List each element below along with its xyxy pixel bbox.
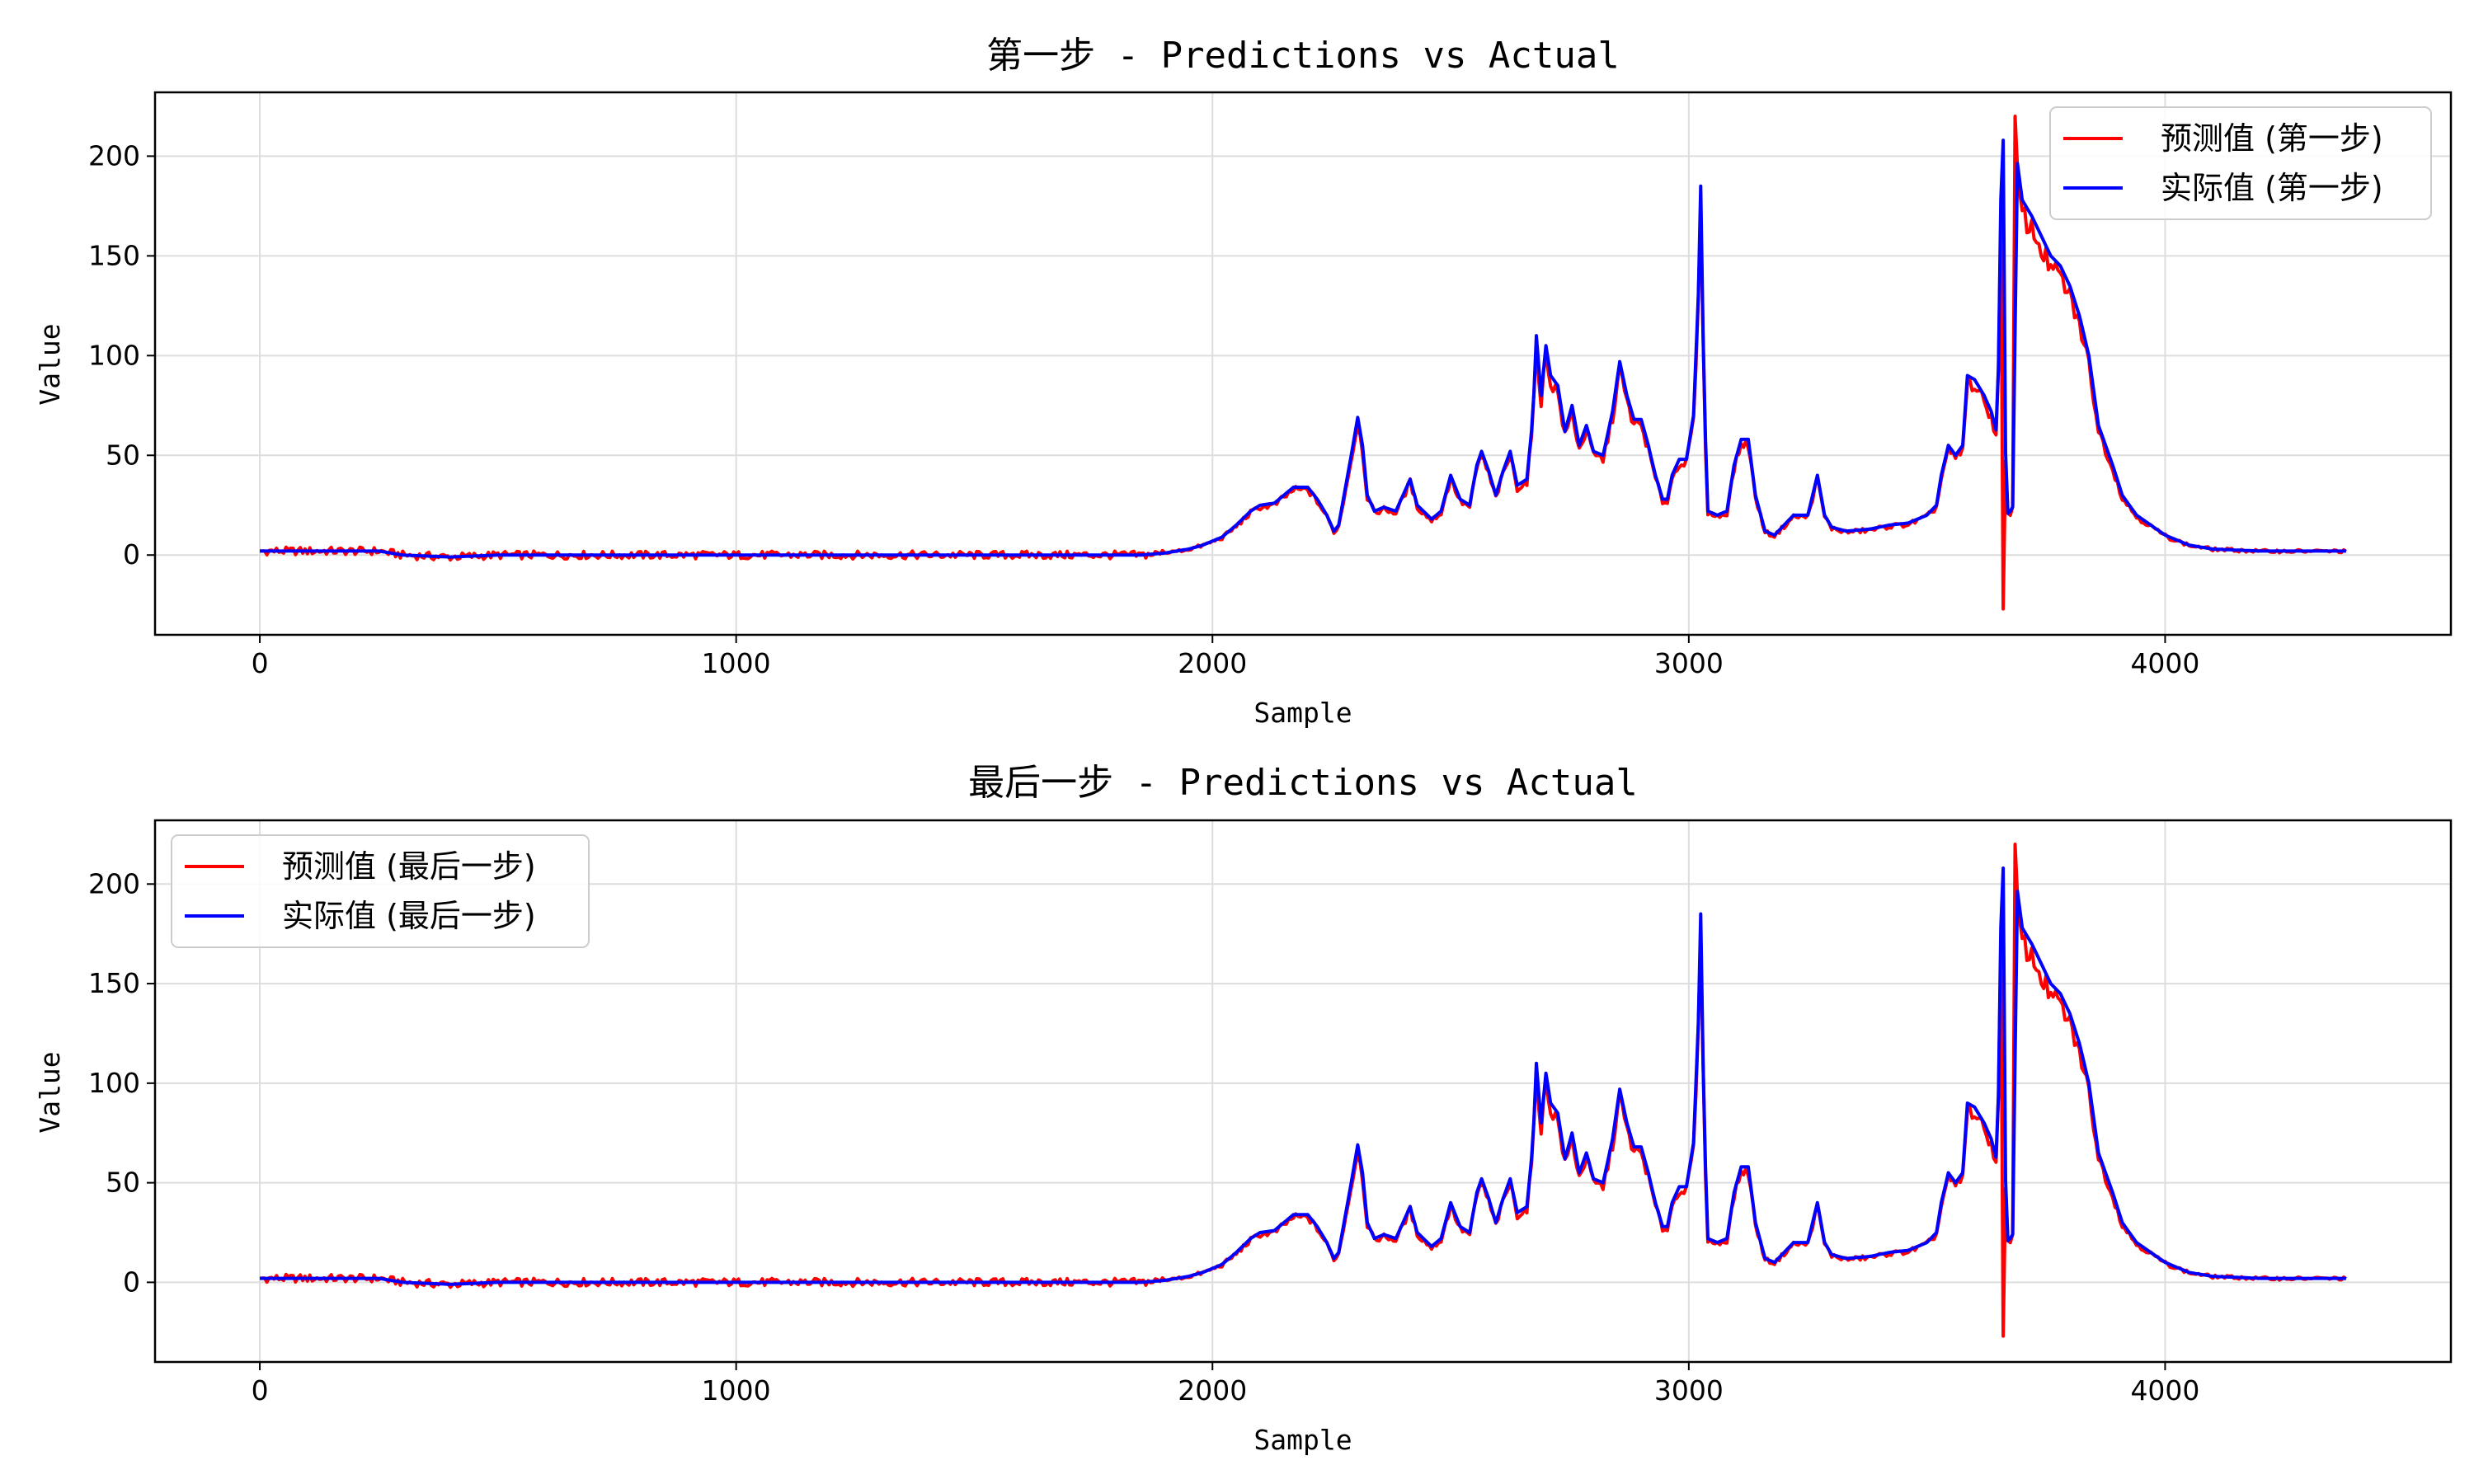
legend-label-pred: 预测值 (最后一步) [282,848,536,885]
y-tick-label: 150 [88,239,140,271]
legend-label-actual: 实际值 (最后一步) [282,898,536,934]
y-tick-label: 100 [88,1067,140,1099]
y-tick-label: 0 [123,1266,140,1298]
actual-line [260,866,2346,1286]
x-tick-label: 1000 [702,647,771,679]
x-axis-ticks: 0 1000 2000 3000 4000 [252,635,2199,679]
actual-series [260,139,2346,559]
y-tick-label: 100 [88,339,140,371]
legend-label-pred: 预测值 (第一步) [2161,120,2383,157]
y-tick-label: 200 [88,867,140,899]
y-tick-label: 150 [88,967,140,999]
x-tick-label: 3000 [1654,1374,1724,1407]
x-tick-label: 2000 [1178,1374,1247,1407]
legend: 预测值 (最后一步) 实际值 (最后一步) [171,834,590,948]
legend-box [171,834,590,948]
y-axis-ticks: 0 50 100 150 200 [88,867,155,1298]
plot-frame [153,819,2453,1364]
actual-series [260,866,2346,1286]
x-tick-label: 2000 [1178,647,1247,679]
y-axis-ticks: 0 50 100 150 200 [88,139,155,571]
chart-title: 最后一步 - Predictions vs Actual [968,762,1638,804]
y-tick-label: 0 [123,538,140,571]
x-axis-label: Sample [1253,1424,1352,1456]
x-tick-label: 4000 [2130,647,2199,679]
x-tick-label: 1000 [702,1374,771,1407]
grid-lines [155,820,2451,1362]
y-axis-label: Value [34,323,66,405]
y-tick-label: 50 [106,1167,140,1199]
x-tick-label: 3000 [1654,647,1724,679]
x-axis-label: Sample [1253,697,1352,729]
x-tick-label: 4000 [2130,1374,2199,1407]
legend-box [2049,106,2432,220]
x-tick-label: 0 [252,647,269,679]
y-tick-label: 200 [88,139,140,171]
x-axis-ticks: 0 1000 2000 3000 4000 [252,1362,2199,1407]
prediction-line [259,115,2347,611]
legend: 预测值 (第一步) 实际值 (第一步) [2049,106,2432,220]
legend-label-actual: 实际值 (第一步) [2161,170,2383,206]
plot-frame [153,91,2453,636]
prediction-series [259,115,2347,611]
chart-panel-last-step: 最后一步 - Predictions vs Actual Sample Valu… [34,762,2453,1456]
y-tick-label: 50 [106,439,140,471]
actual-line [260,139,2346,559]
chart-panel-first-step: 第一步 - Predictions vs Actual Sample Value… [34,35,2453,729]
y-axis-label: Value [34,1051,66,1133]
chart-title: 第一步 - Predictions vs Actual [986,35,1620,77]
x-tick-label: 0 [252,1374,269,1407]
